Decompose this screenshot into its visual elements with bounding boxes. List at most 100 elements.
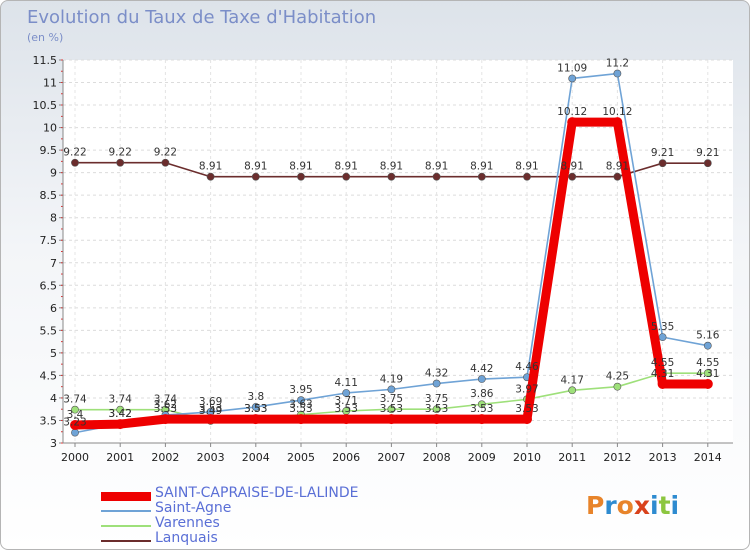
data-point <box>658 333 667 342</box>
data-label: 4.42 <box>470 363 493 375</box>
data-label: 8.91 <box>335 161 358 173</box>
x-tick-label: 2008 <box>423 451 451 464</box>
data-label: 4.25 <box>606 371 629 383</box>
data-point <box>568 172 577 181</box>
logo-letter: P <box>586 491 605 520</box>
data-label: 9.22 <box>63 147 86 159</box>
data-point <box>71 158 79 167</box>
data-point <box>297 172 305 181</box>
data-point <box>477 172 486 181</box>
data-point <box>71 405 79 414</box>
legend-item-lanquais: Lanquais <box>101 530 401 549</box>
data-label: 9.21 <box>696 147 719 159</box>
x-tick-label: 2003 <box>197 451 225 464</box>
data-point <box>523 172 531 181</box>
data-point <box>161 158 170 167</box>
x-tick-label: 2014 <box>694 451 722 464</box>
legend-label: Saint-Agne <box>155 500 232 516</box>
data-point <box>115 419 126 430</box>
proxiti-logo: Proxiti <box>586 491 679 520</box>
y-tick-label: 11.5 <box>33 54 58 67</box>
data-label: 9.22 <box>109 147 132 159</box>
x-tick-label: 2011 <box>558 451 586 464</box>
data-point <box>342 389 351 397</box>
legend-item-saint-capraise: SAINT-CAPRAISE-DE-LALINDE <box>101 485 401 504</box>
data-point <box>432 172 441 181</box>
y-tick-label: 10.5 <box>33 99 58 112</box>
data-point <box>431 414 442 425</box>
x-tick-label: 2001 <box>106 451 134 464</box>
data-label: 3.23 <box>63 417 86 429</box>
data-point <box>477 400 486 409</box>
data-label: 8.91 <box>561 161 584 173</box>
data-point <box>432 405 441 414</box>
data-point <box>387 405 396 414</box>
data-point <box>476 414 487 425</box>
legend-label: SAINT-CAPRAISE-DE-LALINDE <box>155 485 359 501</box>
data-point <box>613 69 622 78</box>
y-tick-label: 9 <box>50 167 57 180</box>
data-label: 4.32 <box>425 368 448 380</box>
data-point <box>387 172 396 181</box>
data-label: 4.31 <box>651 368 674 380</box>
y-tick-label: 4.5 <box>40 369 58 382</box>
data-label: 3.49 <box>199 405 222 417</box>
y-tick-label: 7 <box>50 257 57 270</box>
legend-swatch <box>101 525 151 527</box>
data-point <box>703 369 712 378</box>
data-point <box>71 428 79 437</box>
data-point <box>205 414 216 425</box>
data-point <box>297 396 305 405</box>
x-tick-label: 2010 <box>513 451 541 464</box>
data-label: 3.74 <box>154 394 178 406</box>
legend-item-varennes: Varennes <box>101 515 401 534</box>
data-point <box>206 172 215 181</box>
data-point <box>296 414 306 425</box>
y-axis-unit-label: (en %) <box>27 31 64 44</box>
data-point <box>342 172 351 181</box>
y-tick-label: 3 <box>50 437 57 450</box>
data-point <box>386 414 397 425</box>
data-label: 8.91 <box>425 161 448 173</box>
data-label: 4.31 <box>696 368 719 380</box>
data-label: 4.17 <box>561 374 584 386</box>
data-label: 3.53 <box>199 403 222 415</box>
data-point <box>657 378 668 389</box>
data-point <box>432 379 441 388</box>
data-label: 3.53 <box>289 403 312 415</box>
data-label: 8.91 <box>380 161 403 173</box>
data-point <box>341 414 352 425</box>
data-point <box>477 375 486 383</box>
logo-letter: i <box>670 491 680 520</box>
data-label: 3.63 <box>289 399 312 411</box>
data-point <box>116 158 125 167</box>
data-label: 4.55 <box>696 357 719 369</box>
y-tick-label: 5.5 <box>40 324 58 337</box>
legend-swatch <box>101 540 151 542</box>
y-tick-label: 9.5 <box>40 144 58 157</box>
x-tick-label: 2002 <box>151 451 179 464</box>
logo-letter: r <box>604 491 617 520</box>
data-label: 3.53 <box>425 403 448 415</box>
data-point <box>522 414 532 425</box>
legend-swatch <box>101 510 151 512</box>
y-tick-label: 5 <box>50 347 57 360</box>
logo-letter: i <box>650 491 659 520</box>
legend-item-saint-agne: Saint-Agne <box>101 500 401 519</box>
logo-letter: x <box>633 491 650 520</box>
data-label: 3.75 <box>380 393 403 405</box>
data-label: 9.21 <box>651 147 674 159</box>
data-label: 3.74 <box>63 394 87 406</box>
x-tick-label: 2005 <box>287 451 315 464</box>
data-label: 8.91 <box>606 161 629 173</box>
data-point <box>702 378 713 389</box>
data-point <box>251 172 260 181</box>
data-point <box>70 419 80 430</box>
data-label: 8.91 <box>244 161 267 173</box>
legend-label: Varennes <box>155 515 220 531</box>
x-tick-label: 2007 <box>377 451 405 464</box>
y-tick-label: 6.5 <box>40 279 58 292</box>
data-label: 8.91 <box>289 161 312 173</box>
data-label: 8.91 <box>470 161 493 173</box>
